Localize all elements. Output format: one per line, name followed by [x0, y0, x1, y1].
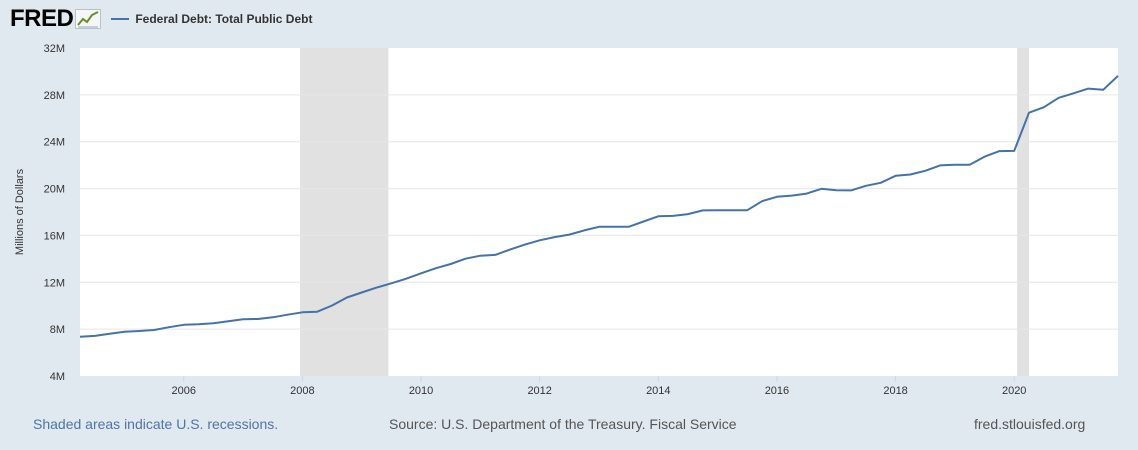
- y-tick-label: 16M: [44, 230, 65, 242]
- x-tick-label: 2016: [765, 385, 789, 397]
- recession-shade: [1017, 48, 1029, 376]
- y-tick-label: 20M: [44, 184, 65, 196]
- y-tick-label: 32M: [44, 43, 65, 55]
- x-tick-label: 2014: [646, 385, 670, 397]
- y-tick-label: 4M: [50, 371, 65, 383]
- source-note: Source: U.S. Department of the Treasury.…: [389, 416, 737, 432]
- y-tick-label: 12M: [44, 277, 65, 289]
- x-tick-label: 2008: [290, 385, 314, 397]
- x-tick-label: 2020: [1002, 385, 1026, 397]
- x-tick-label: 2010: [409, 385, 433, 397]
- y-axis-label: Millions of Dollars: [14, 168, 26, 255]
- line-chart[interactable]: 4M 8M 12M 16M 20M 24M 28M 32M 2006 2008 2010 2012 2…: [0, 0, 1138, 410]
- x-tick-label: 2006: [172, 385, 196, 397]
- recession-shade: [300, 48, 388, 376]
- recession-note[interactable]: Shaded areas indicate U.S. recessions.: [33, 416, 278, 432]
- plot-area: [80, 48, 1118, 376]
- x-tick-label: 2012: [527, 385, 551, 397]
- site-link[interactable]: fred.stlouisfed.org: [974, 416, 1085, 432]
- x-tick-label: 2018: [883, 385, 907, 397]
- y-tick-label: 28M: [44, 90, 65, 102]
- y-tick-label: 8M: [50, 324, 65, 336]
- y-tick-label: 24M: [44, 137, 65, 149]
